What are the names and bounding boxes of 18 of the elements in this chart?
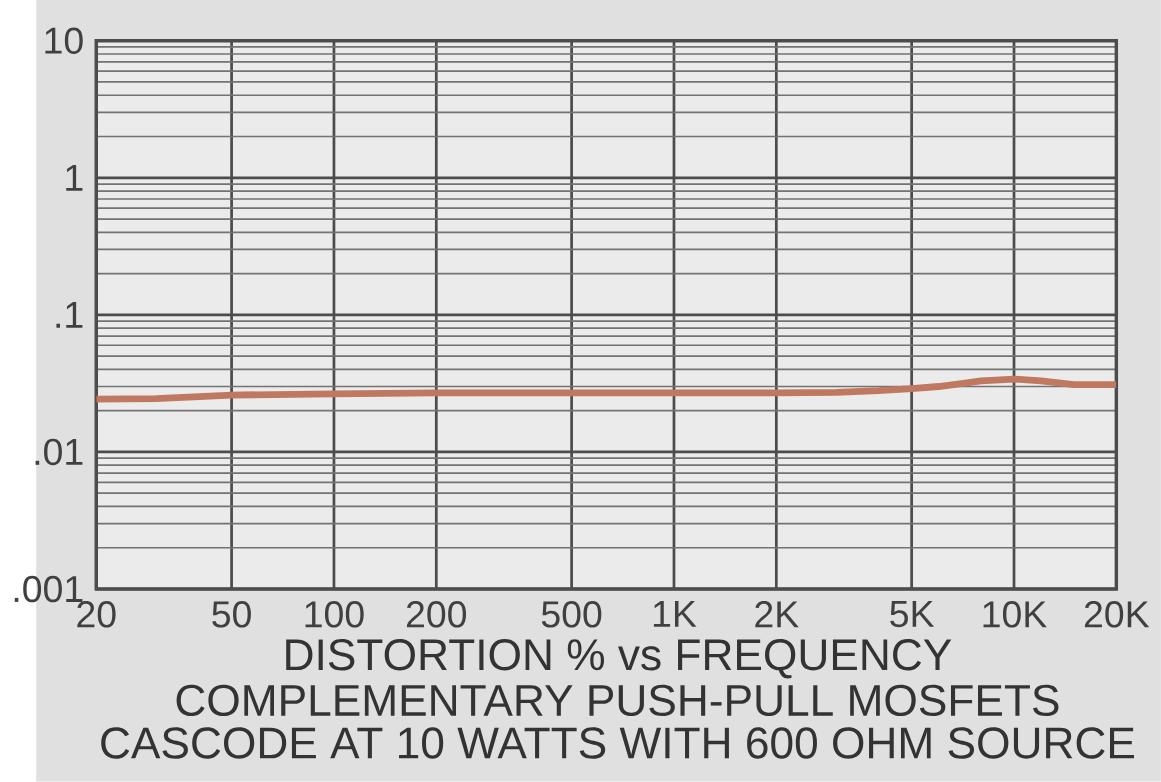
x-tick-label: 100: [305, 601, 364, 628]
x-tick-label: 2K: [755, 601, 799, 628]
x-tick-label: 50: [212, 601, 251, 628]
x-tick-label: 500: [541, 601, 602, 628]
y-tick-label: .1: [56, 302, 83, 328]
x-tick-label: 200: [406, 601, 467, 628]
y-tick-label: .001: [14, 575, 83, 603]
y-tick-label: 10: [45, 27, 83, 55]
y-tick-label: 1: [66, 165, 83, 191]
y-tick-label: .01: [35, 438, 83, 466]
text: DISTORTION % vs FREQUENCY: [286, 639, 952, 679]
x-tick-label: 5K: [890, 601, 935, 628]
text: CASCODE AT 10 WATTS WITH 600 OHM SOURCE: [101, 727, 1134, 759]
x-tick-label: 1K: [653, 601, 697, 627]
x-tick-label: 20K: [1084, 601, 1150, 628]
x-tick-label: 10K: [983, 601, 1047, 628]
x-tick-label: 20: [77, 601, 116, 628]
text: COMPLEMENTARY PUSH-PULL MOSFETS: [176, 684, 1059, 717]
